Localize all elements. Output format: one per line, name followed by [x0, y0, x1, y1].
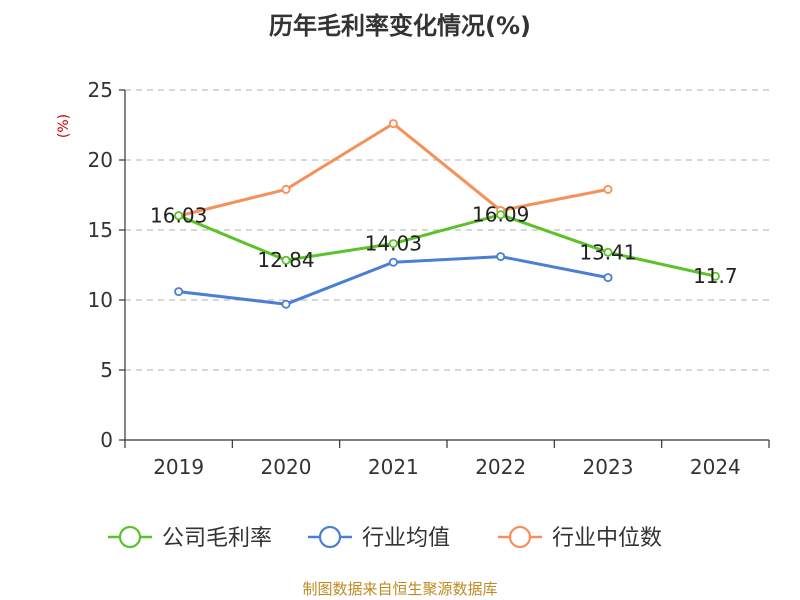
- data-point: [710, 271, 720, 281]
- data-point: [603, 247, 613, 257]
- x-tick-label: 2022: [475, 455, 526, 479]
- data-point: [174, 211, 184, 221]
- data-point: [281, 299, 291, 309]
- y-tick-label: 0: [100, 428, 113, 452]
- x-tick-label: 2021: [368, 455, 419, 479]
- legend-label: 行业均值: [362, 526, 450, 551]
- data-point: [388, 257, 398, 267]
- data-point: [603, 273, 613, 283]
- data-label: 13.41: [579, 240, 636, 264]
- series-lines: [174, 119, 720, 309]
- legend-swatch-circle: [318, 525, 342, 549]
- series-line: [177, 213, 717, 278]
- y-tick-label: 20: [88, 148, 113, 172]
- y-tick-label: 15: [88, 218, 113, 242]
- y-axis-label: (%): [56, 114, 72, 138]
- axes: 0 5 10 15 20 25 2019 2020 2021 2022 2023 2024: [88, 78, 770, 479]
- x-tick-label: 2020: [261, 455, 312, 479]
- data-point: [603, 184, 613, 194]
- legend-label: 行业中位数: [552, 526, 662, 551]
- data-point: [388, 119, 398, 129]
- legend: 公司毛利率 行业均值 行业中位数: [108, 525, 662, 551]
- legend-label: 公司毛利率: [162, 526, 272, 551]
- data-point: [388, 239, 398, 249]
- data-label: 11.7: [693, 264, 738, 288]
- legend-swatch-circle: [508, 525, 532, 549]
- legend-item: 公司毛利率: [108, 525, 272, 551]
- x-tick-label: 2024: [690, 455, 741, 479]
- data-label: 12.84: [257, 248, 314, 272]
- y-tick-label: 10: [88, 288, 113, 312]
- series-line: [177, 122, 610, 218]
- y-tick-label: 5: [100, 358, 113, 382]
- data-label: 16.09: [472, 203, 529, 227]
- x-tick-label: 2023: [583, 455, 634, 479]
- data-label: 14.03: [365, 232, 422, 256]
- chart-title: 历年毛利率变化情况(%): [269, 12, 531, 40]
- legend-item: 行业均值: [308, 525, 450, 551]
- source-note: 制图数据来自恒生聚源数据库: [302, 580, 497, 598]
- data-point: [496, 252, 506, 262]
- y-tick-label: 25: [88, 78, 113, 102]
- data-label: 16.03: [150, 204, 207, 228]
- data-point: [281, 184, 291, 194]
- data-point: [281, 255, 291, 265]
- legend-item: 行业中位数: [498, 525, 662, 551]
- x-tick-label: 2019: [153, 455, 204, 479]
- data-point: [496, 210, 506, 220]
- legend-swatch-circle: [118, 525, 142, 549]
- data-labels: 16.03 12.84 14.03 16.09 13.41 11.7: [150, 203, 738, 288]
- data-point: [174, 287, 184, 297]
